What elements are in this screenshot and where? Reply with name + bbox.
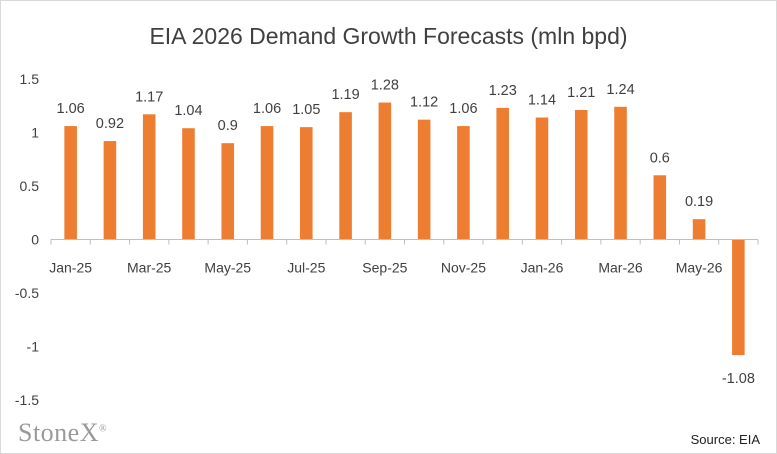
bar-series [64, 102, 745, 356]
data-label: -1.08 [722, 371, 755, 387]
data-label: 1.21 [567, 85, 595, 101]
bar [339, 112, 352, 240]
data-label: 1.23 [489, 83, 517, 99]
bar [64, 126, 77, 240]
bar [103, 141, 117, 240]
x-axis-ticks: Jan-25 Mar-25 May-25 Jul-25 Sep-25 Nov-25 Jan-… [49, 260, 722, 276]
x-tick-label: Nov-25 [441, 260, 486, 276]
bar [614, 106, 627, 240]
y-tick-label: -0.5 [15, 285, 39, 301]
y-tick-label: -1 [27, 339, 40, 355]
y-tick-label: 1 [31, 125, 39, 141]
bar [457, 126, 470, 240]
bar [142, 114, 156, 240]
source-note: Source: EIA [690, 432, 760, 447]
y-tick-label: 0 [31, 232, 39, 248]
x-tick-label: Sep-25 [362, 260, 407, 276]
data-label: 1.12 [410, 95, 438, 111]
data-label: 1.17 [135, 89, 163, 105]
data-label: 1.14 [528, 93, 556, 109]
x-tick-label: May-25 [204, 260, 251, 276]
x-tick-label: Jan-26 [521, 260, 564, 276]
x-tick-label: Mar-25 [127, 260, 172, 276]
x-tick-label: Mar-26 [598, 260, 643, 276]
data-labels: 1.06 0.92 1.17 1.04 0.9 1.06 1.05 1.19 1.28 1.12 1… [57, 78, 755, 388]
data-label: 0.92 [96, 116, 124, 132]
bar [417, 119, 431, 240]
bar [260, 126, 274, 240]
bar [732, 239, 745, 356]
x-tick-label: May-26 [676, 260, 723, 276]
chart-title: EIA 2026 Demand Growth Forecasts (mln bp… [149, 23, 628, 49]
stonex-logo: StoneX® [18, 418, 107, 448]
bar [182, 128, 195, 240]
y-tick-label: -1.5 [15, 392, 39, 408]
data-label: 1.05 [292, 102, 320, 118]
data-label: 1.06 [449, 101, 477, 117]
y-tick-label: 0.5 [20, 178, 40, 194]
x-tick-label: Jan-25 [49, 260, 92, 276]
logo-registered-mark: ® [99, 423, 108, 435]
data-label: 1.06 [253, 101, 281, 117]
bar [496, 107, 509, 240]
y-tick-label: 1.5 [20, 71, 40, 87]
data-label: 0.19 [685, 194, 713, 210]
data-label: 1.19 [331, 87, 359, 103]
data-label: 1.04 [174, 103, 202, 119]
logo-text: StoneX [18, 418, 99, 447]
y-axis: 1.5 1 0.5 0 -0.5 -1 -1.5 [15, 71, 39, 408]
bar [221, 143, 235, 240]
bar [535, 117, 549, 240]
data-label: 1.06 [57, 101, 85, 117]
x-axis [50, 239, 759, 245]
data-label: 0.9 [218, 118, 238, 134]
data-label: 0.6 [650, 150, 670, 166]
bar [300, 127, 313, 240]
data-label: 1.28 [371, 78, 399, 94]
bar [692, 219, 706, 240]
bar [574, 110, 588, 240]
x-tick-label: Jul-25 [287, 260, 325, 276]
data-label: 1.24 [606, 82, 634, 98]
bar [653, 175, 667, 240]
bar [378, 102, 392, 240]
